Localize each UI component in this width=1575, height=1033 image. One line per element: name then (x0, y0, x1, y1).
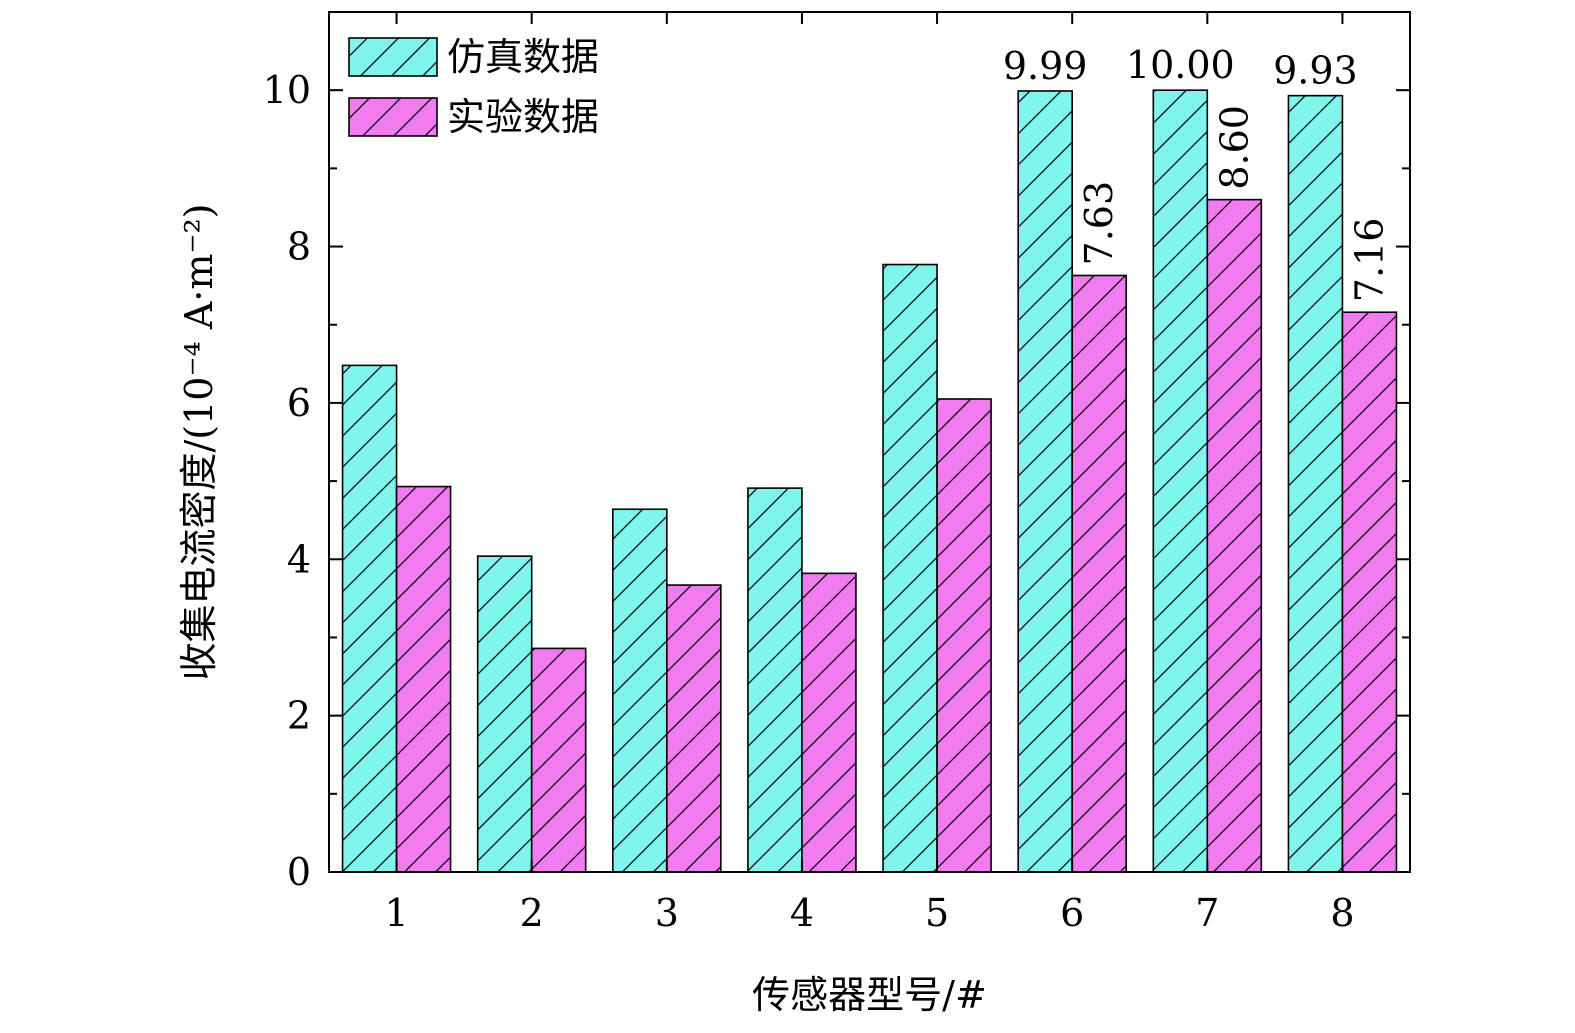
bars-group (341, 89, 1398, 873)
legend-item-2: 实验数据 (348, 95, 599, 139)
bar-s2-5 (936, 398, 992, 873)
data-label-s2-6: 7.63 (1077, 181, 1121, 266)
bar-s1-1 (341, 364, 398, 873)
bar-s2-4 (801, 572, 857, 873)
y-axis-title: 收集电流密度/(10⁻⁴ A·m⁻²) (177, 203, 221, 680)
bar-s1-3 (612, 508, 668, 873)
bar-s2-8 (1341, 311, 1398, 873)
bar-s2-1 (395, 485, 452, 873)
x-axis-title: 传感器型号/# (752, 973, 987, 1017)
y-tick-label: 4 (287, 537, 311, 581)
y-tick-label: 0 (287, 850, 311, 894)
bar-s1-2 (476, 555, 533, 873)
data-labels-group: 9.99 10.00 9.93 7.63 8.60 7.16 (1003, 43, 1392, 302)
x-tick-label: 7 (1195, 891, 1219, 935)
plot-frame (328, 11, 1411, 873)
x-tick-label: 4 (790, 891, 814, 935)
data-label-s1-6: 9.99 (1003, 44, 1088, 88)
legend-label: 实验数据 (447, 95, 599, 139)
legend-label: 仿真数据 (447, 35, 599, 79)
bar-s1-6 (1017, 90, 1073, 873)
y-tick-label: 8 (287, 225, 311, 269)
data-label-s2-7: 8.60 (1212, 105, 1256, 190)
data-label-s1-8: 9.93 (1273, 49, 1358, 93)
y-tick-label: 6 (287, 381, 311, 425)
x-tick-label: 3 (655, 891, 679, 935)
bar-s1-7 (1152, 89, 1209, 873)
bar-s1-8 (1287, 94, 1344, 873)
x-tick-label: 1 (384, 891, 408, 935)
y-tick-label: 10 (263, 68, 311, 112)
bar-s2-3 (666, 584, 722, 873)
y-tick-label: 2 (287, 694, 311, 738)
data-label-s1-7: 10.00 (1126, 43, 1235, 87)
bar-s1-5 (882, 263, 938, 873)
x-tick-label: 2 (520, 891, 544, 935)
bar-s2-6 (1071, 274, 1127, 873)
x-tick-label: 6 (1060, 891, 1084, 935)
bar-s2-2 (530, 647, 587, 873)
x-tick-label: 5 (925, 891, 949, 935)
legend-item-1: 仿真数据 (348, 35, 599, 79)
bar-s1-4 (747, 487, 803, 873)
x-tick-label: 8 (1330, 891, 1354, 935)
bar-s2-7 (1206, 198, 1263, 873)
data-label-s2-8: 7.16 (1347, 218, 1391, 303)
